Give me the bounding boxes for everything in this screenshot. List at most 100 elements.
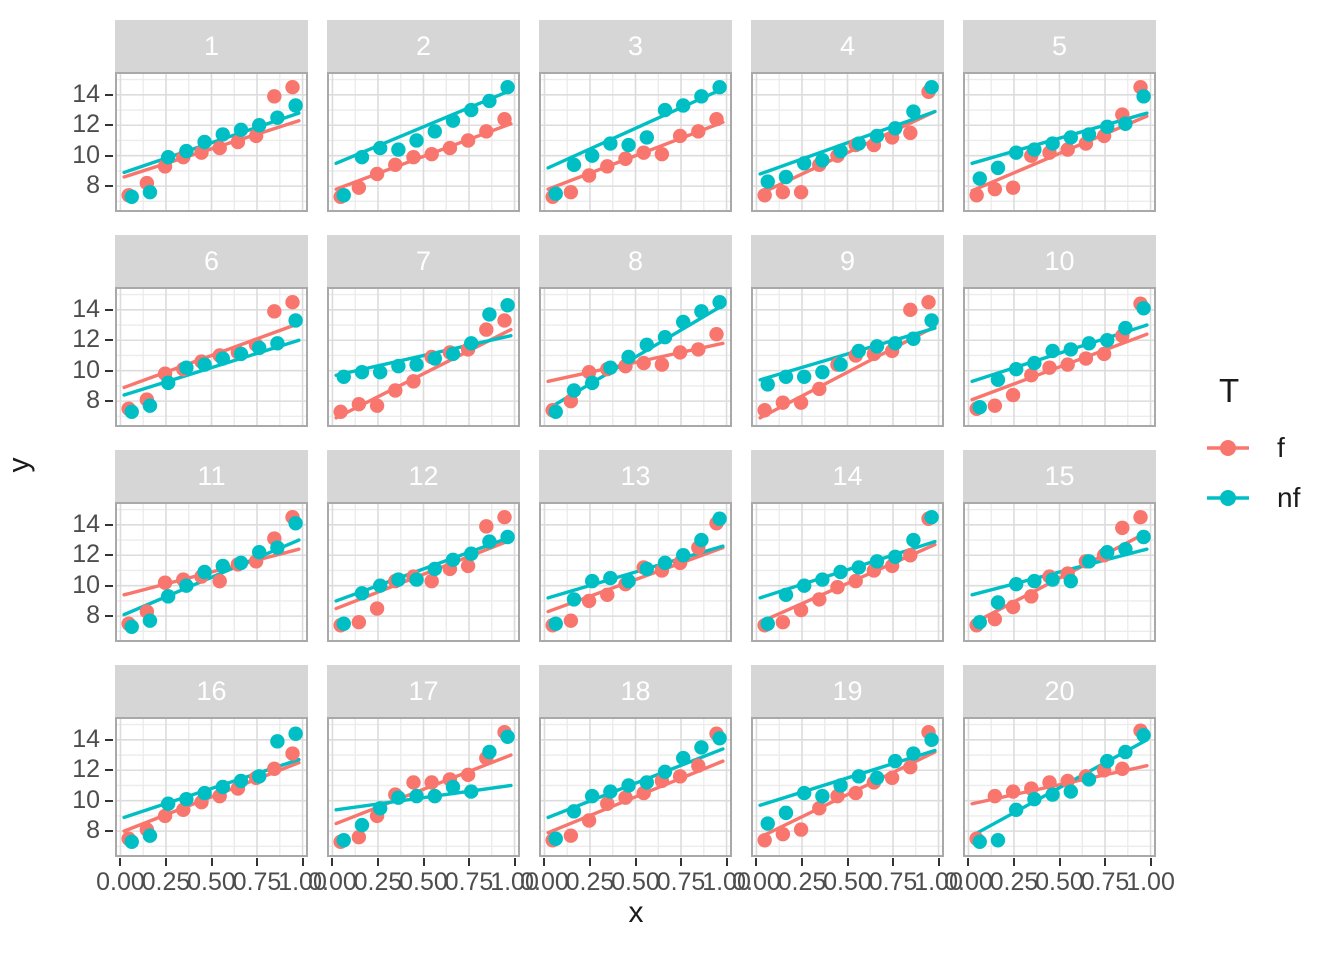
data-point-nf <box>142 613 158 628</box>
data-point-nf <box>482 534 497 549</box>
data-point-nf <box>160 375 176 391</box>
x-tick-mark <box>164 858 167 866</box>
facet-cell: 9 <box>751 235 944 427</box>
data-point-nf <box>391 572 406 587</box>
data-point-nf <box>482 744 497 760</box>
data-point-f <box>267 304 282 319</box>
data-point-nf <box>1081 127 1097 142</box>
data-point-nf <box>1008 145 1024 160</box>
x-tick-mark <box>725 858 728 866</box>
facet-strip-label: 19 <box>751 665 944 717</box>
facet-strip-label: 11 <box>115 450 308 502</box>
y-tick-mark <box>105 400 113 403</box>
data-point-f <box>903 548 918 563</box>
data-point-nf <box>694 532 709 548</box>
data-point-nf <box>796 785 812 801</box>
data-point-nf <box>142 398 158 413</box>
data-point-nf <box>1136 529 1151 545</box>
data-point-nf <box>336 188 351 203</box>
data-point-nf <box>639 561 654 577</box>
data-point-nf <box>833 357 848 372</box>
y-tick-mark <box>105 154 113 157</box>
data-point-f <box>812 381 827 397</box>
data-point-f <box>987 788 1003 804</box>
data-point-nf <box>427 561 442 577</box>
data-point-f <box>1042 775 1057 790</box>
x-tick-mark <box>1104 858 1107 866</box>
data-point-nf <box>924 510 939 525</box>
y-tick-mark <box>105 769 113 772</box>
panel-border <box>115 72 308 212</box>
data-point-nf <box>445 779 461 795</box>
panel-border <box>327 717 520 857</box>
data-point-f <box>654 357 670 372</box>
data-point-f <box>987 611 1003 627</box>
data-point-nf <box>288 726 303 741</box>
x-tick-label: 0.75 <box>656 868 706 896</box>
data-point-nf <box>621 349 636 365</box>
facet-cell: 3 <box>539 20 732 212</box>
panel-border <box>327 287 520 427</box>
data-point-f <box>1078 351 1094 366</box>
data-point-f <box>369 166 385 182</box>
x-tick-mark <box>1012 858 1015 866</box>
data-point-nf <box>464 546 479 561</box>
data-point-f <box>775 395 791 410</box>
x-tick-mark <box>680 858 683 866</box>
data-point-f <box>1115 761 1130 776</box>
data-point-f <box>285 295 300 310</box>
facet-cell: 8 <box>539 235 732 427</box>
x-tick-mark <box>800 858 803 866</box>
x-tick-label: 0.25 <box>989 868 1039 896</box>
data-point-nf <box>1081 772 1097 787</box>
data-point-f <box>793 395 809 410</box>
data-point-nf <box>972 834 987 849</box>
facet-strip-label: 12 <box>327 450 520 502</box>
data-point-f <box>691 124 706 139</box>
facet-plot-area <box>539 287 732 427</box>
data-point-nf <box>391 358 406 374</box>
panel-border <box>539 72 732 212</box>
facet-cell: 11 <box>115 450 308 642</box>
data-point-nf <box>906 331 921 346</box>
data-point-nf <box>694 304 709 319</box>
data-point-nf <box>124 834 139 849</box>
data-point-f <box>424 146 439 162</box>
facet-plot-area <box>963 717 1156 857</box>
data-point-f <box>1042 360 1057 375</box>
x-tick-label: 1.00 <box>1126 868 1175 896</box>
data-point-f <box>581 593 597 609</box>
data-point-nf <box>584 573 600 589</box>
y-tick-label: 10 <box>72 355 100 384</box>
y-tick-mark <box>105 369 113 372</box>
y-tick-mark <box>105 738 113 741</box>
data-point-f <box>921 295 936 310</box>
data-point-nf <box>124 619 139 634</box>
data-point-f <box>285 80 300 95</box>
data-point-nf <box>778 587 794 603</box>
data-point-nf <box>464 336 479 351</box>
data-point-nf <box>712 731 727 746</box>
data-point-nf <box>482 93 497 109</box>
facet-cell: 13 <box>539 450 732 642</box>
x-tick-mark <box>588 858 591 866</box>
data-point-nf <box>197 357 212 372</box>
panel-border <box>751 717 944 857</box>
x-tick-mark <box>1149 858 1152 866</box>
data-point-f <box>636 145 651 160</box>
x-tick-mark <box>967 858 970 866</box>
data-point-nf <box>1008 361 1024 377</box>
legend-key-nf-icon <box>1207 490 1249 506</box>
data-point-nf <box>796 578 812 593</box>
data-point-nf <box>603 360 618 375</box>
x-tick-label: 0.00 <box>944 868 993 896</box>
data-point-nf <box>409 572 424 587</box>
data-point-f <box>793 602 809 618</box>
data-point-nf <box>1136 89 1151 104</box>
x-tick-label: 1.00 <box>490 868 539 896</box>
panel-border <box>327 502 520 642</box>
facet-strip-label: 18 <box>539 665 732 717</box>
data-point-f <box>848 573 863 589</box>
data-point-nf <box>1081 336 1097 351</box>
data-point-nf <box>160 589 176 604</box>
